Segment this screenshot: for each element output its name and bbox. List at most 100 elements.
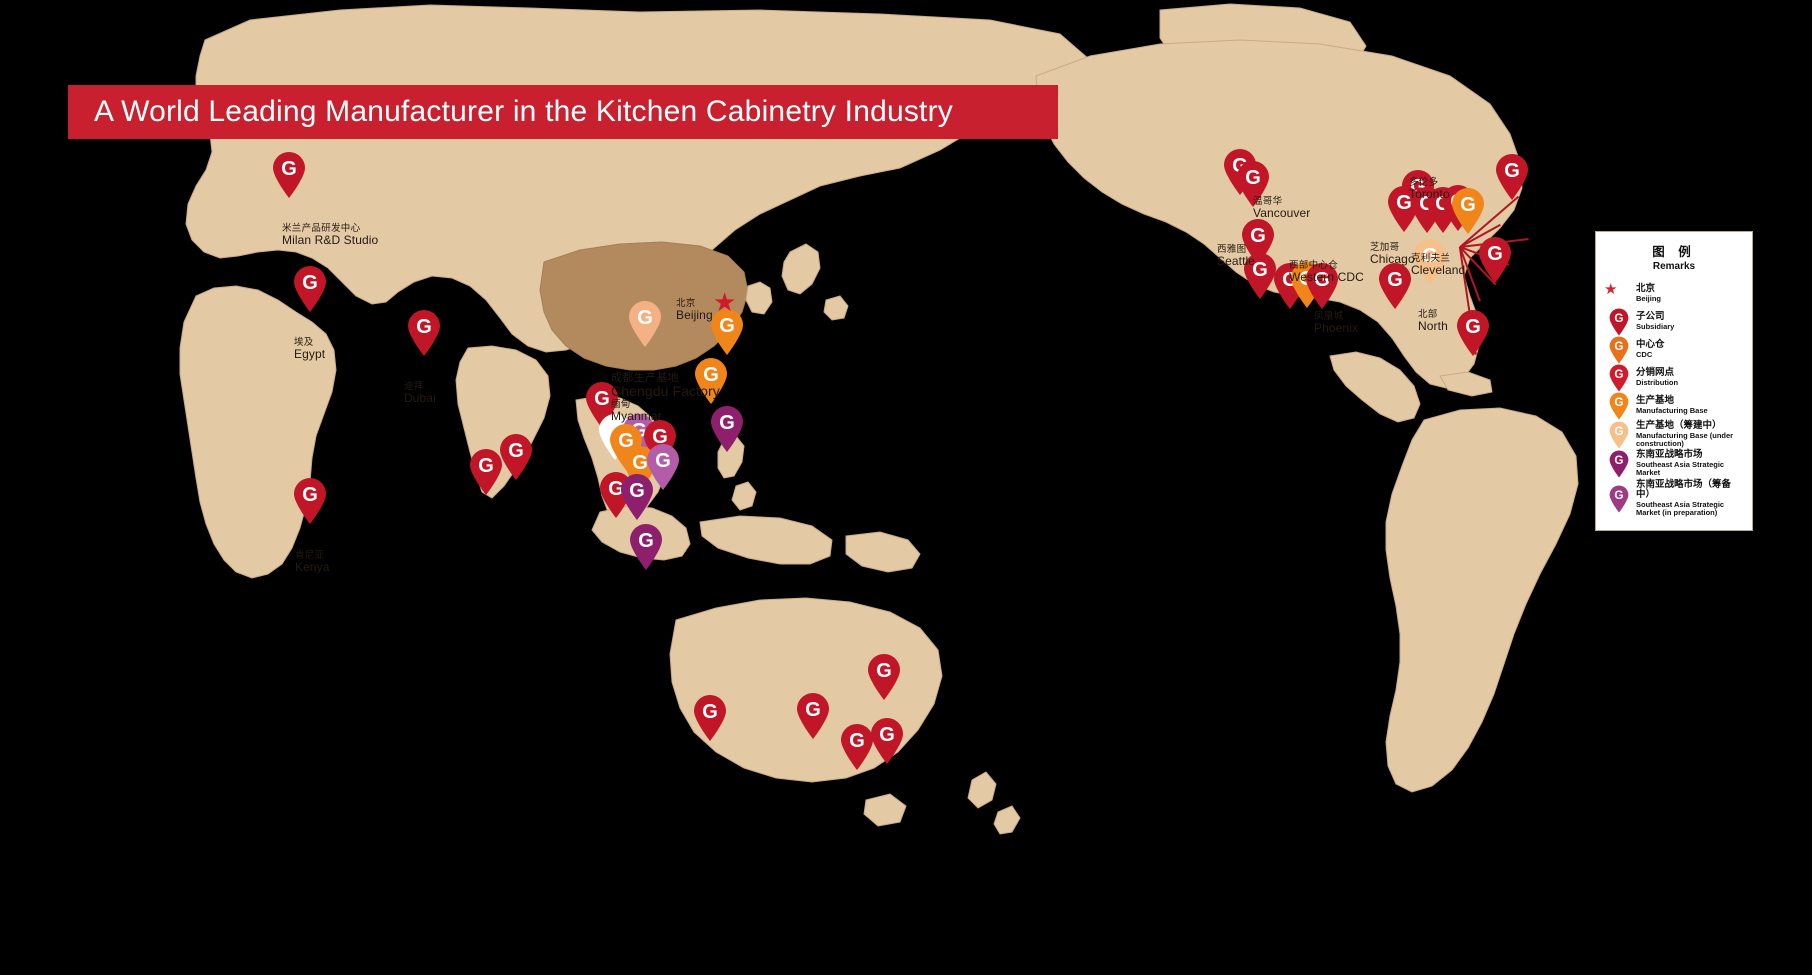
- svg-text:G: G: [629, 480, 645, 502]
- svg-text:G: G: [703, 364, 719, 386]
- svg-text:G: G: [416, 316, 432, 338]
- svg-text:G: G: [719, 315, 735, 337]
- svg-text:G: G: [652, 426, 668, 448]
- map-pin-icon: G: [710, 406, 744, 452]
- svg-text:G: G: [1614, 396, 1623, 409]
- map-pin-icon: G: [620, 474, 654, 520]
- svg-text:G: G: [1422, 245, 1438, 267]
- map-pin-icon: G: [1243, 253, 1277, 299]
- svg-text:G: G: [281, 158, 297, 180]
- svg-text:G: G: [1614, 368, 1623, 381]
- svg-text:G: G: [1504, 160, 1520, 182]
- legend-item-6: G 东南亚战略市场 Southeast Asia Strategic Market: [1604, 450, 1744, 478]
- svg-text:G: G: [1252, 259, 1268, 281]
- map-pin-icon: G: [1478, 237, 1512, 283]
- svg-text:G: G: [849, 730, 865, 752]
- svg-text:G: G: [719, 412, 735, 434]
- svg-text:G: G: [594, 388, 610, 410]
- beijing-star-icon: ★: [713, 287, 737, 317]
- legend-item-en-2: CDC: [1636, 350, 1653, 360]
- legend-item-label-2: 中心仓 CDC: [1634, 340, 1665, 359]
- svg-text:G: G: [1614, 425, 1623, 438]
- map-pin-icon: G: [870, 718, 904, 764]
- legend-item-cn-0: 北京: [1636, 283, 1656, 295]
- legend-item-cn-3: 分销网点: [1636, 367, 1675, 379]
- svg-text:G: G: [1614, 454, 1623, 467]
- svg-text:G: G: [655, 450, 671, 472]
- svg-text:G: G: [508, 440, 524, 462]
- legend-item-en-4: Manufacturing Base: [1636, 406, 1708, 416]
- svg-text:G: G: [302, 272, 318, 294]
- legend-item-0: ★ 北京 Beijing: [1604, 281, 1744, 307]
- map-pin-icon: G: [646, 444, 680, 490]
- legend-item-3: G 分销网点 Distribution: [1604, 364, 1744, 392]
- map-pin-icon: G: [272, 152, 306, 198]
- legend-items: ★ 北京 Beijing G 子公司 Subsidiary G 中心仓 CDC G 分销网点 Dist…: [1604, 281, 1744, 518]
- legend-item-cn-2: 中心仓: [1636, 339, 1665, 351]
- pin-manufacturing-uc-icon: G: [1604, 421, 1634, 449]
- svg-text:G: G: [1396, 192, 1412, 214]
- legend-title-cn: 图 例: [1652, 245, 1696, 259]
- svg-text:G: G: [702, 701, 718, 723]
- legend-item-1: G 子公司 Subsidiary: [1604, 308, 1744, 336]
- title-banner: A World Leading Manufacturer in the Kitc…: [68, 85, 1058, 139]
- map-pin-icon: G: [694, 358, 728, 404]
- pin-sea-prep-icon: G: [1604, 485, 1634, 513]
- map-pin-icon: G: [796, 693, 830, 739]
- legend-item-en-5: Manufacturing Base (under construction): [1636, 430, 1734, 449]
- legend-item-cn-7: 东南亚战略市场（筹备中）: [1636, 478, 1732, 501]
- pin-subsidiary-icon: G: [1604, 308, 1634, 336]
- legend-item-label-3: 分销网点 Distribution: [1634, 368, 1678, 387]
- svg-text:G: G: [632, 452, 648, 474]
- map-pin-icon: G: [1241, 219, 1275, 265]
- legend-item-7: G 东南亚战略市场（筹备中） Southeast Asia Strategic Ma…: [1604, 478, 1744, 518]
- map-pin-icon: G: [693, 695, 727, 741]
- pin-distribution-icon: G: [1604, 364, 1634, 392]
- legend-item-cn-4: 生产基地: [1636, 395, 1675, 407]
- svg-text:G: G: [879, 724, 895, 746]
- map-pin-icon: G: [293, 478, 327, 524]
- legend-item-en-6: Southeast Asia Strategic Market: [1636, 460, 1725, 478]
- svg-text:G: G: [637, 307, 653, 329]
- legend-item-label-7: 东南亚战略市场（筹备中） Southeast Asia Strategic Mar…: [1634, 478, 1744, 518]
- legend-item-en-3: Distribution: [1636, 378, 1679, 388]
- svg-text:G: G: [1614, 340, 1623, 353]
- map-pin-icon: G: [1413, 239, 1447, 285]
- svg-text:G: G: [618, 430, 634, 452]
- svg-text:G: G: [805, 699, 821, 721]
- legend-title: 图 例 Remarks: [1604, 241, 1744, 272]
- svg-text:G: G: [1614, 489, 1623, 502]
- page-title: A World Leading Manufacturer in the Kitc…: [94, 95, 953, 128]
- svg-text:G: G: [1250, 225, 1266, 247]
- legend-item-2: G 中心仓 CDC: [1604, 336, 1744, 364]
- legend-item-en-1: Subsidiary: [1636, 322, 1675, 332]
- map-pin-icon: G: [1451, 188, 1485, 234]
- legend-item-4: G 生产基地 Manufacturing Base: [1604, 392, 1744, 420]
- map-pin-icon: G: [469, 449, 503, 495]
- map-pin-icon: G: [840, 724, 874, 770]
- legend-item-cn-5: 生产基地（筹建中）: [1636, 420, 1722, 431]
- map-pin-icon: G: [629, 524, 663, 570]
- svg-text:G: G: [1387, 269, 1403, 291]
- legend-item-5: G 生产基地（筹建中） Manufacturing Base (under cons…: [1604, 420, 1744, 449]
- legend-title-en: Remarks: [1652, 261, 1696, 272]
- legend-item-label-4: 生产基地 Manufacturing Base: [1634, 396, 1708, 415]
- legend-item-label-6: 东南亚战略市场 Southeast Asia Strategic Market: [1634, 450, 1744, 477]
- svg-text:G: G: [1245, 167, 1261, 189]
- map-pin-icon: G: [710, 309, 744, 355]
- svg-text:G: G: [638, 530, 654, 552]
- map-pin-icon: G: [1378, 263, 1412, 309]
- svg-text:G: G: [608, 478, 624, 500]
- map-pin-icon: G: [499, 434, 533, 480]
- map-pin-icon: G: [628, 301, 662, 347]
- legend-item-label-5: 生产基地（筹建中） Manufacturing Base (under const…: [1634, 420, 1744, 449]
- svg-text:G: G: [876, 660, 892, 682]
- map-pin-icon: G: [1495, 154, 1529, 200]
- svg-text:G: G: [478, 455, 494, 477]
- svg-text:G: G: [1465, 316, 1481, 338]
- star-icon: ★: [1604, 281, 1618, 298]
- map-pin-icon: G: [1236, 161, 1270, 207]
